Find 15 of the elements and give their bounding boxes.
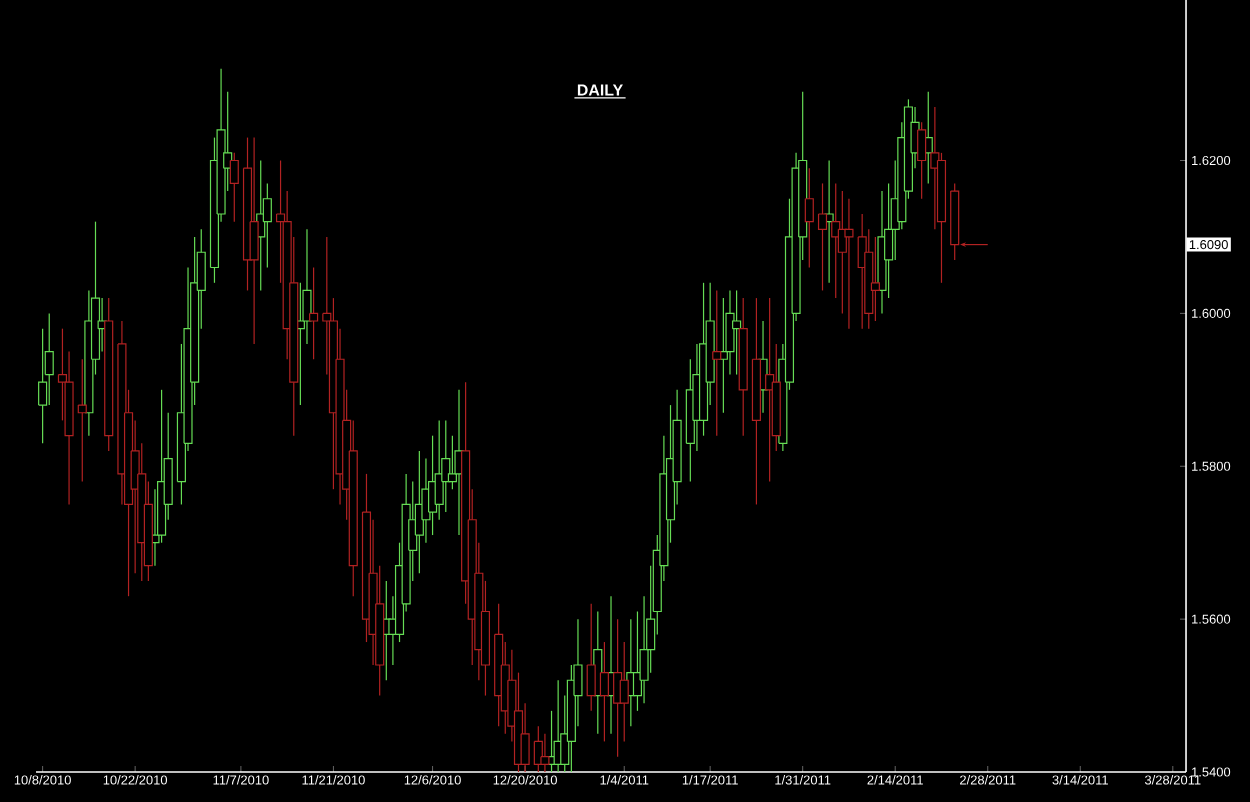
- candlestick: [619, 641, 629, 743]
- candlestick: [917, 121, 927, 200]
- candlestick: [586, 603, 596, 712]
- candlestick: [540, 733, 550, 773]
- candlestick: [870, 236, 880, 322]
- candlestick: [229, 152, 239, 223]
- candlestick: [249, 136, 259, 345]
- candlestick: [441, 419, 451, 513]
- candlestick: [817, 182, 828, 292]
- candlestick: [804, 167, 814, 269]
- candlestick: [712, 289, 722, 437]
- candlestick: [520, 702, 530, 773]
- candlestick: [309, 266, 319, 360]
- candlestick: [844, 198, 854, 330]
- candlestick: [599, 641, 609, 743]
